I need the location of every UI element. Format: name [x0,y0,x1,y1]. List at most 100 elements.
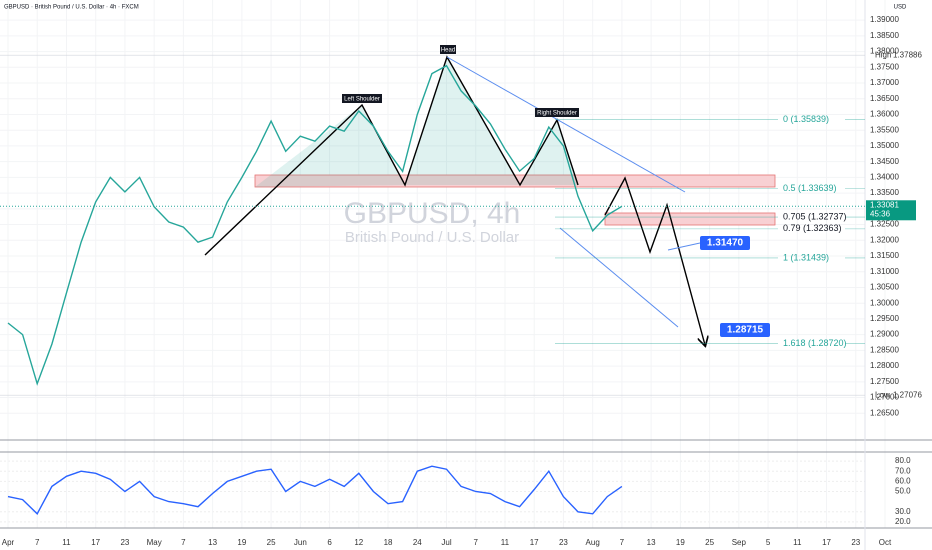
retest-zone [604,212,776,226]
x-tick-label: 7 [474,538,479,547]
y-tick-label: 1.36500 [870,94,899,103]
target-label: 1.28715 [727,325,764,336]
rsi-tick-label: 20.0 [895,517,911,526]
x-tick-label: Oct [879,538,892,547]
y-tick-label: 1.31000 [870,267,899,276]
x-tick-label: 24 [413,538,422,547]
right-shoulder-fill [520,120,578,185]
y-tick-label: 1.34000 [870,172,899,181]
y-tick-label: 1.34500 [870,157,899,166]
x-tick-label: Jun [294,538,307,547]
left-shoulder-label: Left Shoulder [344,97,380,103]
x-tick-label: 7 [181,538,186,547]
x-tick-label: 25 [705,538,714,547]
x-tick-label: 19 [676,538,685,547]
x-tick-label: Aug [586,538,600,547]
label-box [535,108,579,117]
x-tick-label: 7 [35,538,40,547]
rsi-tick-label: 70.0 [895,466,911,475]
x-tick-label: 25 [267,538,276,547]
label-box [342,94,382,103]
x-tick-label: 11 [501,538,510,547]
low-value: 1.27076 [893,390,922,399]
low-label: Low [875,390,890,399]
trend-line [559,227,679,328]
projection-path [604,176,705,345]
x-tick-label: May [147,538,162,547]
header-title: GBPUSD · British Pound / U.S. Dollar · 4… [4,5,139,11]
fib-label: 0.705 (1.32737) [783,211,847,221]
y-tick-label: 1.30500 [870,283,899,292]
countdown: 45:36 [870,209,891,218]
y-tick-label: 1.29500 [870,314,899,323]
rsi-tick-label: 60.0 [895,476,911,485]
y-tick-label: 1.29000 [870,330,899,339]
head-fill [405,57,520,185]
currency: USD [894,5,907,11]
y-tick-label: 1.30000 [870,298,899,307]
fib-label: 1.618 (1.28720) [783,338,847,348]
watermark-symbol: GBPUSD, 4h [344,197,521,230]
head-label: Head [441,48,455,54]
y-tick-label: 1.38500 [870,31,899,40]
high-label: High [875,50,891,59]
watermark-name: British Pound / U.S. Dollar [345,229,519,246]
x-tick-label: 18 [384,538,393,547]
x-tick-label: 11 [793,538,802,547]
x-tick-label: 13 [647,538,656,547]
series-line [7,64,623,386]
y-tick-label: 1.27500 [870,377,899,386]
y-tick-label: 1.37500 [870,62,899,71]
series-line [7,465,623,515]
y-tick-label: 1.36000 [870,110,899,119]
x-tick-label: 17 [822,538,831,547]
y-tick-label: 1.32000 [870,235,899,244]
current-price: 1.33081 [870,200,899,209]
current-price-box [866,200,916,221]
rsi-tick-label: 30.0 [895,507,911,516]
x-tick-label: 13 [208,538,217,547]
x-tick-label: Jul [441,538,451,547]
y-tick-label: 1.31500 [870,251,899,260]
y-tick-label: 1.37000 [870,78,899,87]
fib-label: 0 (1.35839) [783,114,829,124]
y-tick-label: 1.33500 [870,188,899,197]
fib-label: 1 (1.31439) [783,252,829,262]
rsi-tick-label: 50.0 [895,487,911,496]
x-tick-label: 23 [851,538,860,547]
y-tick-label: 1.26500 [870,408,899,417]
fib-label: 0.5 (1.33639) [783,183,837,193]
x-tick-label: 11 [62,538,71,547]
target-label: 1.31470 [707,238,744,249]
fib-label: 0.79 (1.32363) [783,223,842,233]
x-tick-label: 19 [237,538,246,547]
target-box [720,323,770,337]
x-tick-label: 23 [559,538,568,547]
x-tick-label: 17 [530,538,539,547]
x-tick-label: 7 [620,538,625,547]
high-value: 1.37886 [893,50,922,59]
x-tick-label: 5 [766,538,771,547]
y-tick-label: 1.32500 [870,220,899,229]
right-shoulder-label: Right Shoulder [537,111,577,117]
y-tick-label: 1.28000 [870,361,899,370]
x-tick-label: 23 [120,538,129,547]
y-tick-label: 1.27000 [870,393,899,402]
y-tick-label: 1.39000 [870,15,899,24]
rsi-tick-label: 80.0 [895,456,911,465]
x-tick-label: 12 [354,538,363,547]
x-tick-label: Sep [732,538,747,547]
y-tick-label: 1.35500 [870,125,899,134]
target-box [700,236,750,250]
trend-line [446,56,686,193]
left-shoulder-fill [255,105,405,187]
y-tick-label: 1.38000 [870,47,899,56]
target-pointer [667,242,701,251]
label-box [440,45,456,54]
x-tick-label: Apr [2,538,15,547]
y-tick-label: 1.35000 [870,141,899,150]
y-tick-label: 1.28500 [870,345,899,354]
x-tick-label: 6 [327,538,332,547]
